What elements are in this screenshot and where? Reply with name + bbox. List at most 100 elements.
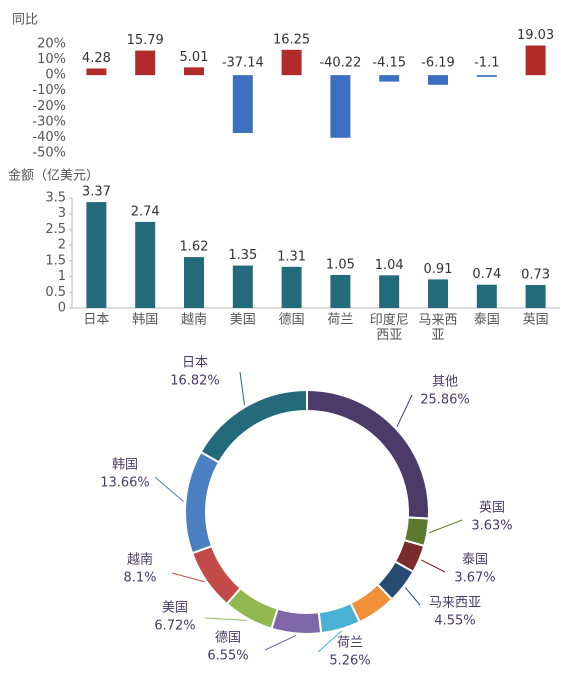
data-label: 16.25 bbox=[273, 32, 310, 47]
bar bbox=[232, 75, 253, 133]
pie-slice bbox=[317, 601, 362, 635]
data-label: 15.79 bbox=[127, 33, 164, 48]
data-label: 1.35 bbox=[228, 248, 257, 263]
y-tick-label: 0% bbox=[45, 68, 66, 83]
slice-label: 英国 bbox=[479, 501, 505, 516]
pie-slice bbox=[306, 388, 430, 520]
y-tick-label: 0 bbox=[58, 301, 66, 316]
x-tick-label: 印度尼西亚 bbox=[370, 312, 409, 343]
data-label: 16.82% bbox=[170, 374, 220, 389]
data-label: 5.01 bbox=[180, 50, 209, 65]
data-label: 1.05 bbox=[326, 258, 355, 273]
data-label: 1.31 bbox=[277, 249, 306, 264]
data-label: 25.86% bbox=[420, 393, 470, 408]
x-tick-label: 德国 bbox=[279, 313, 305, 328]
slice-label: 日本 bbox=[182, 356, 208, 371]
slice-label: 德国 bbox=[215, 631, 241, 646]
data-label: -1.1 bbox=[474, 56, 499, 71]
bar bbox=[525, 285, 546, 308]
x-tick-label: 马来西亚 bbox=[418, 313, 457, 343]
y-tick-label: 20% bbox=[37, 37, 66, 52]
data-label: -37.14 bbox=[222, 56, 264, 71]
data-label: 4.28 bbox=[82, 51, 111, 66]
bar bbox=[86, 202, 107, 308]
data-label: 3.37 bbox=[82, 185, 111, 200]
leader-line bbox=[264, 635, 297, 651]
slice-label: 韩国 bbox=[112, 458, 138, 473]
leader-line bbox=[204, 617, 247, 621]
bar bbox=[428, 279, 448, 308]
data-label: 1.62 bbox=[180, 240, 209, 255]
leader-line bbox=[317, 630, 342, 653]
bar bbox=[476, 75, 497, 77]
y-tick-label: -30% bbox=[32, 114, 66, 129]
data-label: 3.63% bbox=[471, 519, 512, 534]
slice-label: 荷兰 bbox=[337, 636, 363, 651]
y-axis-title: 同比 bbox=[12, 13, 38, 28]
leader-line bbox=[404, 587, 421, 606]
bar bbox=[184, 257, 204, 308]
bar bbox=[135, 221, 156, 308]
slice-label: 泰国 bbox=[462, 553, 488, 568]
leader-line bbox=[239, 371, 245, 405]
y-tick-label: 3.5 bbox=[45, 191, 66, 206]
bar bbox=[281, 49, 302, 76]
leader-line bbox=[396, 394, 413, 427]
y-tick-label: 3 bbox=[58, 206, 66, 221]
x-tick-label: 日本 bbox=[83, 313, 109, 328]
x-tick-label: 英国 bbox=[523, 313, 549, 328]
slice-label: 美国 bbox=[162, 601, 188, 616]
x-tick-label: 韩国 bbox=[132, 313, 158, 328]
data-label: 6.55% bbox=[207, 649, 248, 664]
y-tick-label: 10% bbox=[37, 52, 66, 67]
y-tick-label: -10% bbox=[32, 83, 66, 98]
bar bbox=[281, 266, 302, 308]
leader-line bbox=[421, 559, 446, 573]
data-label: -4.15 bbox=[372, 56, 406, 71]
data-label: 1.04 bbox=[375, 258, 404, 273]
leader-line bbox=[154, 476, 184, 502]
data-label: 5.26% bbox=[329, 654, 370, 669]
bar bbox=[232, 265, 253, 308]
data-label: -6.19 bbox=[421, 56, 455, 71]
bar bbox=[86, 68, 107, 76]
x-tick-label: 越南 bbox=[181, 312, 207, 328]
slice-label: 马来西亚 bbox=[429, 596, 481, 611]
x-tick-label: 美国 bbox=[230, 313, 256, 328]
bar bbox=[184, 67, 204, 76]
data-label: 4.55% bbox=[434, 614, 475, 629]
y-tick-label: 1.5 bbox=[45, 253, 66, 268]
y-tick-label: -20% bbox=[32, 99, 66, 114]
bar bbox=[330, 275, 351, 308]
y-axis-title: 金额（亿美元） bbox=[8, 168, 99, 184]
data-label: 0.91 bbox=[424, 262, 453, 277]
y-tick-label: 2 bbox=[58, 238, 66, 253]
bar bbox=[330, 75, 351, 138]
x-tick-label: 荷兰 bbox=[327, 313, 353, 328]
data-label: 6.72% bbox=[154, 619, 195, 634]
leader-line bbox=[171, 572, 205, 583]
data-label: 0.73 bbox=[521, 268, 550, 283]
bar bbox=[379, 75, 400, 82]
pie-slice bbox=[270, 607, 323, 635]
y-tick-label: 0.5 bbox=[45, 285, 66, 300]
x-tick-label: 泰国 bbox=[474, 313, 500, 328]
data-label: 13.66% bbox=[100, 476, 150, 491]
pie-slice bbox=[184, 450, 221, 555]
data-label: 3.67% bbox=[454, 571, 495, 586]
data-label: 2.74 bbox=[131, 204, 160, 219]
slice-label: 越南 bbox=[127, 552, 153, 568]
leader-line bbox=[429, 519, 463, 534]
data-label: 19.03 bbox=[517, 28, 554, 43]
slice-label: 其他 bbox=[432, 375, 458, 390]
y-tick-label: 1 bbox=[58, 269, 66, 284]
bar bbox=[379, 275, 400, 308]
bar bbox=[428, 75, 448, 85]
pie-slice bbox=[190, 544, 242, 606]
data-label: 0.74 bbox=[472, 267, 501, 282]
bar bbox=[135, 50, 156, 76]
pie-slice bbox=[199, 388, 308, 464]
bar bbox=[525, 45, 546, 76]
y-tick-label: 2.5 bbox=[45, 222, 66, 237]
